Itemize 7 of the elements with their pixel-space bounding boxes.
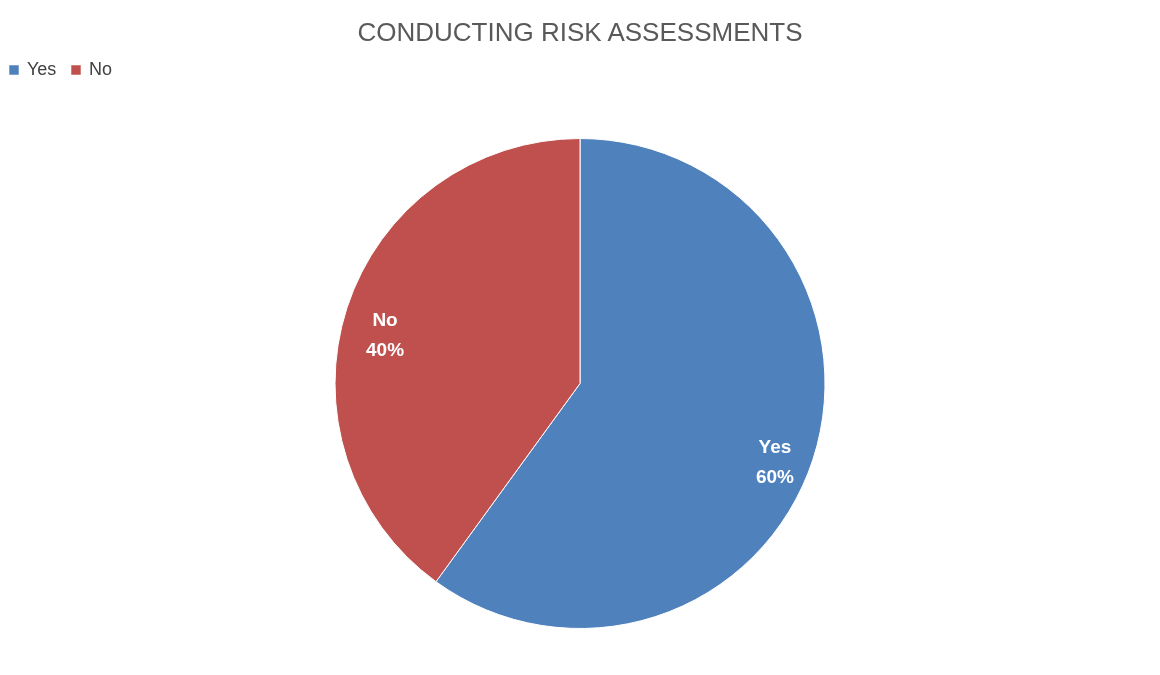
slice-label: No [372,309,398,331]
data-label: 40% [366,339,405,361]
chart-title: CONDUCTING RISK ASSESSMENTS [357,17,803,47]
data-label: 60% [755,465,795,487]
legend-label: Yes [27,59,57,79]
legend-label: No [89,59,113,79]
slice-label: Yes [758,435,792,457]
